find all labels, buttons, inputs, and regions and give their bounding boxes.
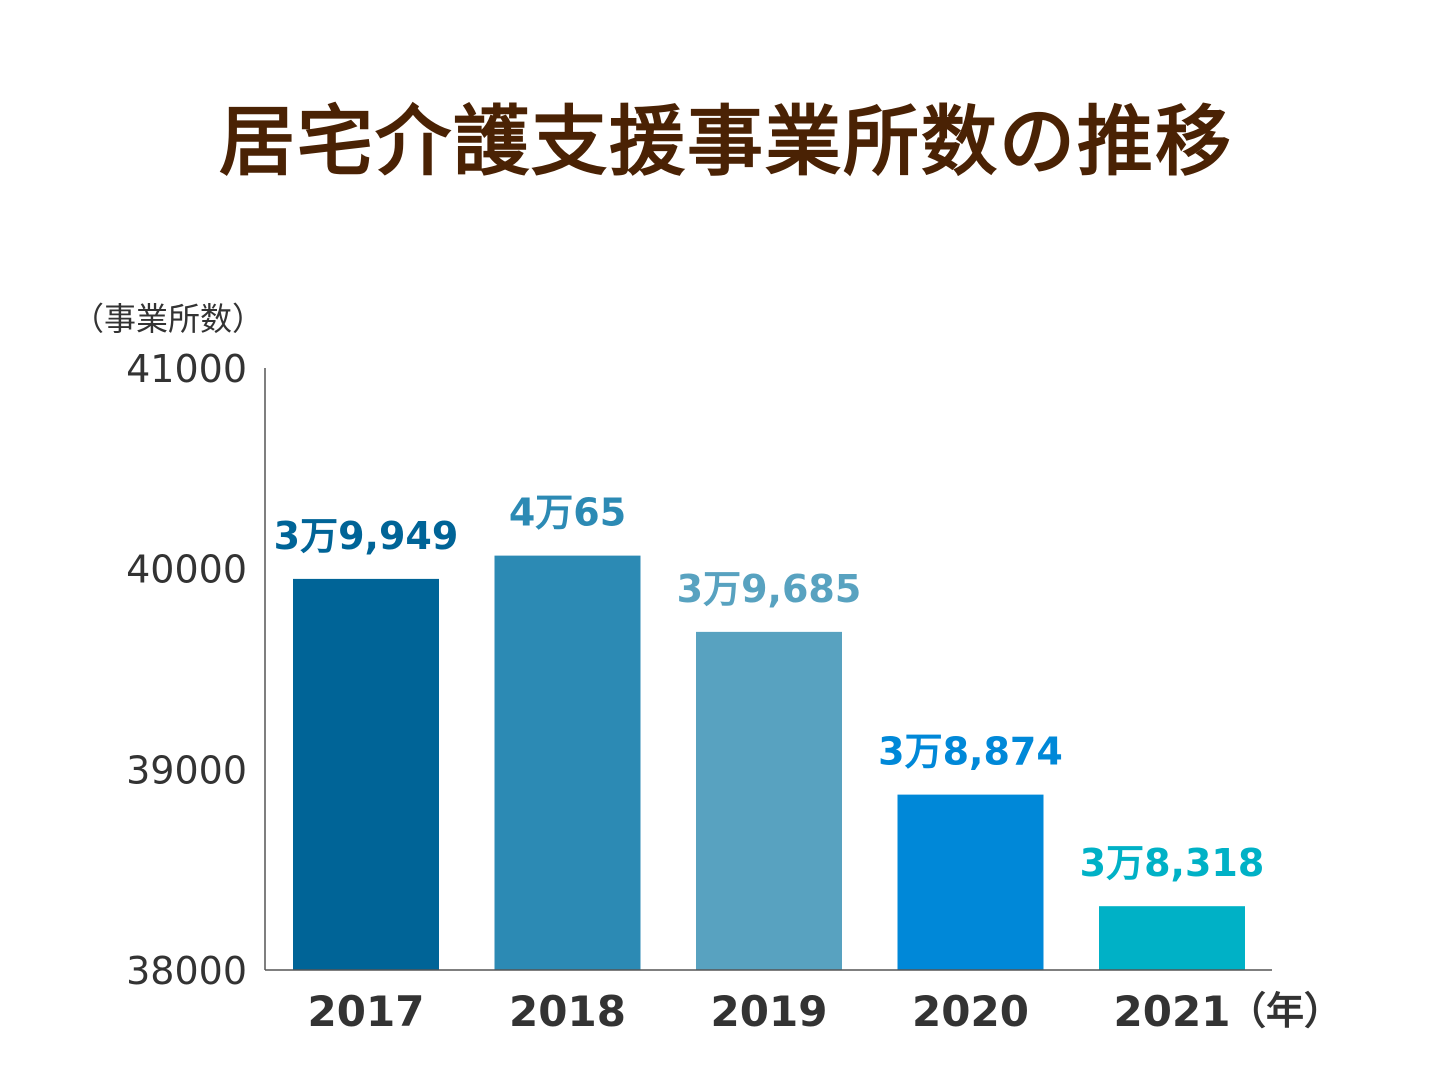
bar-2019 bbox=[696, 631, 842, 970]
x-axis-unit-label: （年） bbox=[1228, 989, 1342, 1033]
data-label-2021: 3万8,318 bbox=[1080, 841, 1265, 885]
y-axis-unit-label: （事業所数） bbox=[72, 300, 264, 338]
chart-title: 居宅介護支援事業所数の推移 bbox=[219, 97, 1233, 186]
bars-group bbox=[293, 555, 1245, 970]
x-tick-label: 2018 bbox=[509, 987, 626, 1036]
y-axis-ticks: 38000 39000 40000 41000 bbox=[126, 347, 247, 993]
bar-2021 bbox=[1099, 906, 1245, 970]
y-tick-label: 41000 bbox=[126, 347, 247, 391]
bar-2018 bbox=[494, 555, 641, 970]
x-tick-label: 2020 bbox=[912, 987, 1029, 1036]
data-label-2017: 3万9,949 bbox=[274, 514, 459, 558]
data-labels-group: 3万9,949 4万65 3万9,685 3万8,874 3万8,318 bbox=[274, 491, 1265, 886]
x-axis-ticks: 2017 2018 2019 2020 2021 bbox=[308, 987, 1231, 1036]
y-tick-label: 38000 bbox=[126, 949, 247, 993]
y-tick-label: 40000 bbox=[126, 548, 247, 592]
bar-2017 bbox=[293, 578, 439, 970]
data-label-2018: 4万65 bbox=[509, 491, 626, 535]
data-label-2019: 3万9,685 bbox=[677, 567, 862, 611]
x-tick-label: 2019 bbox=[711, 987, 828, 1036]
bar-2020 bbox=[897, 794, 1044, 970]
x-tick-label: 2021 bbox=[1114, 987, 1231, 1036]
y-tick-label: 39000 bbox=[126, 748, 247, 792]
x-tick-label: 2017 bbox=[308, 987, 425, 1036]
data-label-2020: 3万8,874 bbox=[878, 730, 1063, 774]
